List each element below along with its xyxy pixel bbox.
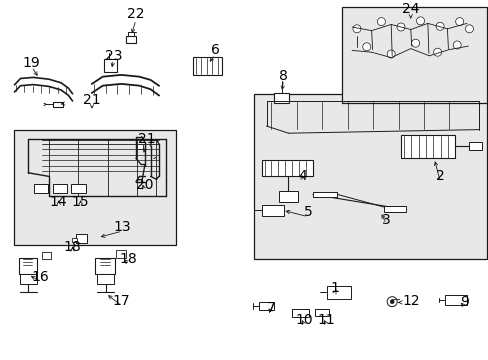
Bar [14,130,176,245]
Text: 17: 17 [112,294,130,307]
Text: 23: 23 [104,49,122,63]
Bar [273,93,289,103]
Bar [137,144,142,149]
Bar [259,302,273,310]
Circle shape [416,17,424,25]
Bar [95,258,115,274]
Circle shape [377,18,385,26]
Bar [312,192,337,197]
Text: 10: 10 [295,314,312,327]
Text: 19: 19 [23,56,41,70]
Text: 15: 15 [72,195,89,208]
Bar [20,274,37,284]
Circle shape [452,41,460,49]
Text: 14: 14 [50,195,67,208]
Bar [383,206,405,212]
Bar [315,309,328,316]
Circle shape [433,48,441,56]
Bar [76,234,87,243]
Bar [261,205,283,216]
Text: 21: 21 [83,93,101,107]
Bar [400,135,454,158]
Text: 18: 18 [119,252,137,266]
Circle shape [386,50,394,58]
Text: 7: 7 [266,301,275,315]
Bar [34,184,48,193]
Bar [41,252,51,259]
Text: 9: 9 [459,296,468,309]
Text: 8: 8 [279,69,287,82]
Text: 5: 5 [303,206,312,219]
Text: 4: 4 [298,170,307,183]
Text: 11: 11 [317,314,335,327]
Bar [278,191,298,202]
Text: 22: 22 [127,8,144,21]
Bar [53,102,62,107]
Bar [193,57,222,75]
Bar [342,7,486,103]
Circle shape [455,18,463,26]
Bar [444,295,466,305]
Circle shape [411,39,419,47]
Text: 1: 1 [330,281,339,295]
Text: 16: 16 [31,270,49,284]
Text: 20: 20 [135,179,153,192]
Circle shape [465,25,472,33]
Bar [261,160,312,176]
Bar [116,250,126,258]
Bar [468,142,481,150]
Bar [326,286,350,299]
Circle shape [352,25,360,33]
Bar [19,258,37,274]
Circle shape [386,297,396,307]
Text: 21: 21 [138,132,155,145]
Circle shape [362,43,370,51]
Text: 13: 13 [113,220,131,234]
Bar [126,36,136,43]
Circle shape [435,22,443,30]
Text: 2: 2 [435,170,444,183]
Circle shape [396,23,404,31]
Text: 6: 6 [210,44,219,57]
Text: 24: 24 [401,2,419,16]
Circle shape [389,300,393,304]
Text: 12: 12 [402,294,420,307]
Text: 18: 18 [63,240,81,253]
Bar [292,309,308,317]
Bar [254,94,486,259]
Bar [104,59,117,72]
Bar [71,184,85,193]
Bar [97,274,114,284]
Text: 3: 3 [381,213,390,226]
Bar [53,184,67,193]
Bar [72,238,77,242]
